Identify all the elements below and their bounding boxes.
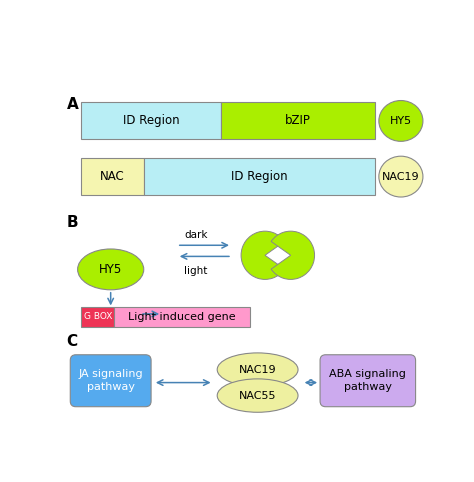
Text: Light induced gene: Light induced gene xyxy=(128,312,236,321)
Text: HY5: HY5 xyxy=(390,116,412,126)
Text: HY5: HY5 xyxy=(99,263,122,276)
Text: light: light xyxy=(184,266,208,276)
Bar xyxy=(82,307,114,327)
Text: A: A xyxy=(66,97,78,112)
Text: bZIP: bZIP xyxy=(285,114,311,127)
Text: NAC55: NAC55 xyxy=(239,390,276,401)
Text: ID Region: ID Region xyxy=(123,114,179,127)
Text: C: C xyxy=(66,334,78,349)
Bar xyxy=(82,102,221,139)
Ellipse shape xyxy=(379,156,423,197)
Ellipse shape xyxy=(217,379,298,412)
Bar xyxy=(144,158,375,195)
Wedge shape xyxy=(241,231,284,280)
Text: NAC: NAC xyxy=(100,170,125,183)
Text: ID Region: ID Region xyxy=(231,170,288,183)
Text: B: B xyxy=(66,215,78,230)
Ellipse shape xyxy=(78,249,144,290)
Text: JA signaling
pathway: JA signaling pathway xyxy=(78,369,143,392)
Text: ABA signaling
pathway: ABA signaling pathway xyxy=(329,369,406,392)
Text: dark: dark xyxy=(184,230,208,240)
Text: G BOX: G BOX xyxy=(83,312,112,321)
Bar xyxy=(114,307,250,327)
FancyBboxPatch shape xyxy=(70,355,151,407)
Bar xyxy=(221,102,375,139)
FancyBboxPatch shape xyxy=(320,355,416,407)
Ellipse shape xyxy=(217,353,298,386)
Text: NAC19: NAC19 xyxy=(239,364,276,375)
Bar xyxy=(82,158,144,195)
Text: NAC19: NAC19 xyxy=(382,172,419,182)
Ellipse shape xyxy=(379,101,423,141)
Wedge shape xyxy=(271,231,315,280)
